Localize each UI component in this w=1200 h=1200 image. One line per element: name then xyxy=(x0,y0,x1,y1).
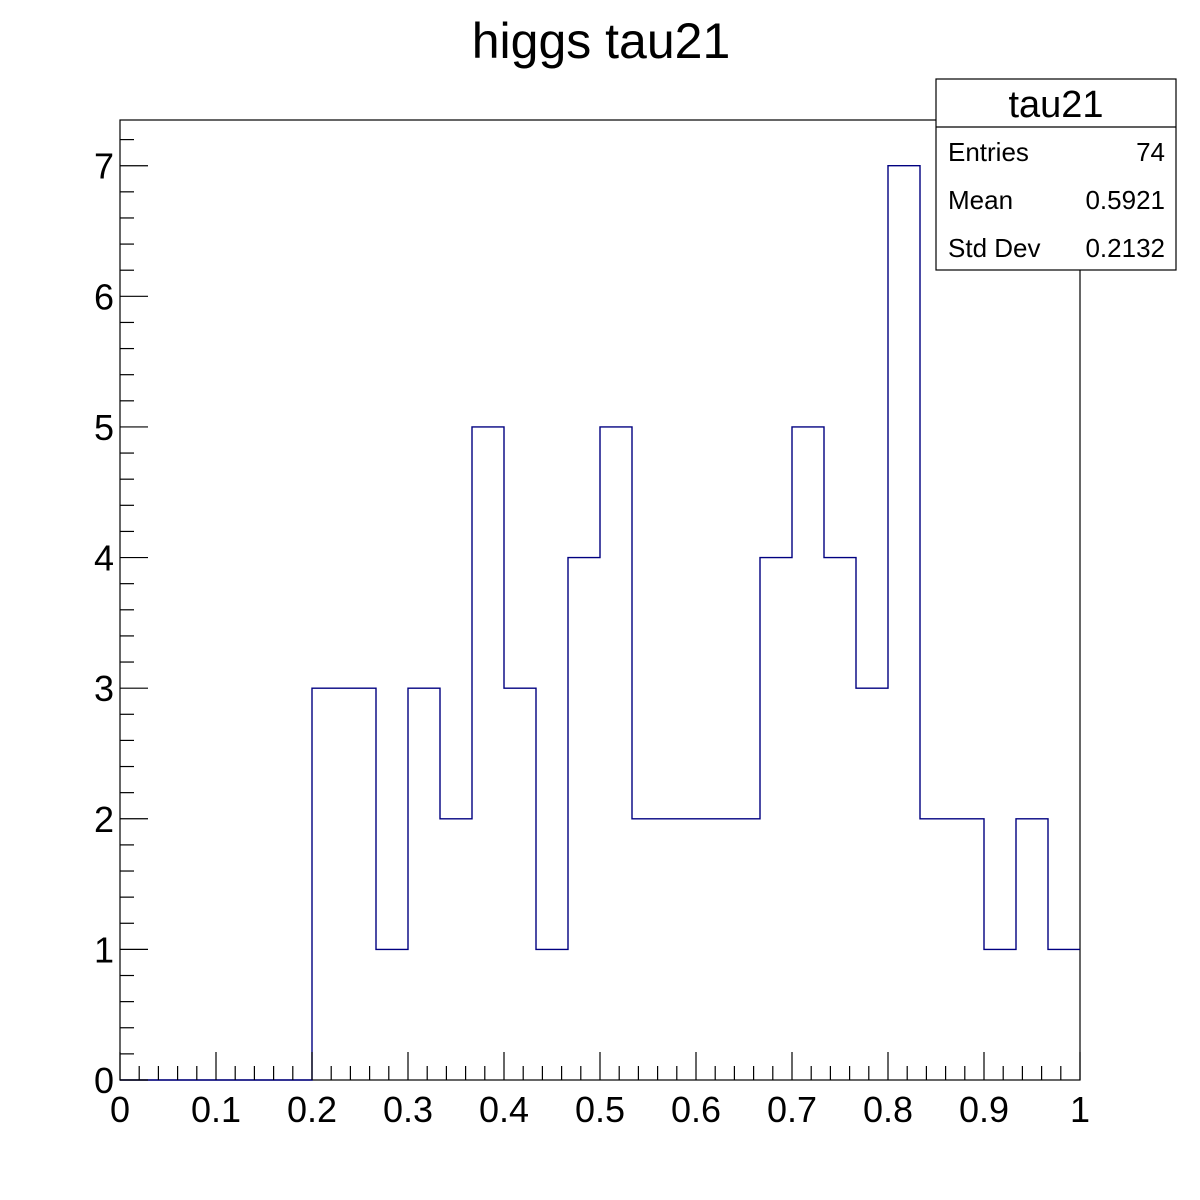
y-tick-label: 7 xyxy=(94,146,114,187)
x-tick-label: 0.5 xyxy=(575,1089,625,1130)
histogram-bars xyxy=(120,165,1080,1081)
y-tick-label: 2 xyxy=(94,799,114,840)
histogram-bin xyxy=(824,558,856,1080)
x-tick-label: 1 xyxy=(1070,1089,1090,1130)
x-tick-label: 0.1 xyxy=(191,1089,241,1130)
histogram-bin xyxy=(472,427,504,1080)
histogram-bin xyxy=(536,949,568,1080)
histogram-bin xyxy=(696,819,728,1080)
x-tick-label: 0.4 xyxy=(479,1089,529,1130)
chart-title: higgs tau21 xyxy=(472,13,731,69)
stats-mean-label: Mean xyxy=(948,185,1013,215)
histogram-bin xyxy=(856,688,888,1080)
histogram-bin xyxy=(376,949,408,1080)
y-tick-label: 5 xyxy=(94,407,114,448)
x-tick-label: 0.6 xyxy=(671,1089,721,1130)
histogram-bin xyxy=(728,819,760,1080)
x-tick-label: 0.2 xyxy=(287,1089,337,1130)
stats-box: tau21 Entries 74 Mean 0.5921 Std Dev 0.2… xyxy=(935,78,1177,271)
y-tick-label: 6 xyxy=(94,276,114,317)
stats-stddev-label: Std Dev xyxy=(948,233,1041,263)
x-tick-label: 0.7 xyxy=(767,1089,817,1130)
histogram-bin xyxy=(504,688,536,1080)
y-tick-label: 1 xyxy=(94,929,114,970)
y-axis: 0 1 2 3 4 5 6 7 xyxy=(94,138,148,1101)
histogram-bin xyxy=(1016,819,1048,1080)
histogram-bin xyxy=(1048,949,1080,1080)
stats-stddev-value: 0.2132 xyxy=(1085,233,1165,263)
y-tick-label: 4 xyxy=(94,538,114,579)
histogram-bin xyxy=(632,819,664,1080)
x-tick-label: 0 xyxy=(110,1089,130,1130)
stats-box-title: tau21 xyxy=(1008,84,1103,126)
histogram-bin xyxy=(440,819,472,1080)
histogram-bin xyxy=(408,688,440,1080)
histogram-bin xyxy=(344,688,376,1080)
histogram-bin xyxy=(760,558,792,1080)
stats-entries-label: Entries xyxy=(948,137,1029,167)
stats-box-frame xyxy=(935,78,1177,271)
histogram-bin xyxy=(664,819,696,1080)
x-tick-label: 0.3 xyxy=(383,1089,433,1130)
histogram-bin xyxy=(888,166,920,1080)
histogram-bin xyxy=(312,688,344,1080)
histogram-bin xyxy=(792,427,824,1080)
histogram-bin xyxy=(920,819,952,1080)
y-tick-label: 3 xyxy=(94,668,114,709)
x-tick-label: 0.9 xyxy=(959,1089,1009,1130)
stats-mean-value: 0.5921 xyxy=(1085,185,1165,215)
stats-entries-value: 74 xyxy=(1136,137,1165,167)
histogram-bin xyxy=(984,949,1016,1080)
histogram-outline xyxy=(120,165,1080,1081)
y-tick-label: 0 xyxy=(94,1060,114,1101)
histogram-bin xyxy=(600,427,632,1080)
x-tick-label: 0.8 xyxy=(863,1089,913,1130)
histogram-bin xyxy=(952,819,984,1080)
histogram-bin xyxy=(568,558,600,1080)
x-axis: 0 0.1 0.2 0.3 0.4 0.5 0.6 0.7 0.8 0.9 1 xyxy=(110,1052,1090,1130)
